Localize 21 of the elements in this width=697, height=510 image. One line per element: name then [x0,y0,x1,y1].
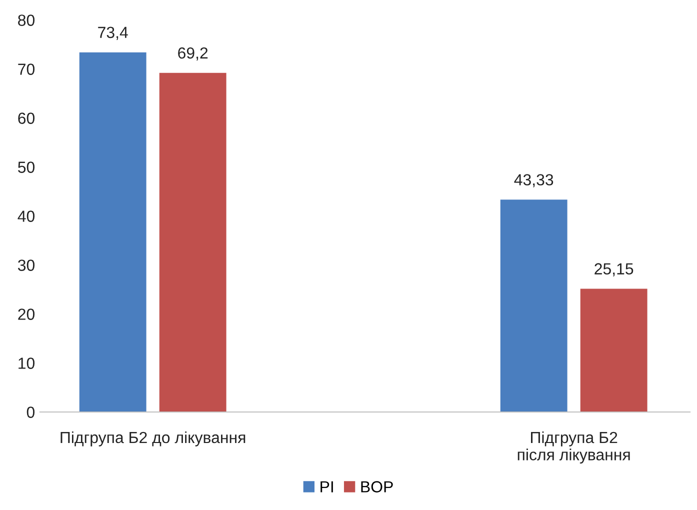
x-tick-label: Підгрупа Б2 до лікування [60,431,246,446]
legend-label: PI [320,481,333,492]
y-tick-label: 0 [26,406,35,418]
y-tick-label: 60 [18,112,35,124]
y-tick-label: 50 [18,162,35,173]
data-label: 69,2 [178,47,208,61]
data-label: 43,33 [514,174,554,188]
y-tick-label: 80 [18,14,35,26]
bar [500,200,568,412]
bar [159,72,226,412]
bar [79,52,146,412]
data-label: 25,15 [594,263,634,276]
y-tick-label: 10 [18,358,35,369]
x-tick-label: Підгрупа Б2 після лікування [518,431,630,464]
data-label: 73,4 [98,26,128,40]
legend-label: BOP [361,481,393,492]
y-tick-label: 20 [18,308,35,320]
y-tick-label: 40 [18,210,35,222]
y-tick-label: 70 [18,64,35,75]
y-tick-label: 30 [18,260,35,271]
bar [580,288,648,412]
